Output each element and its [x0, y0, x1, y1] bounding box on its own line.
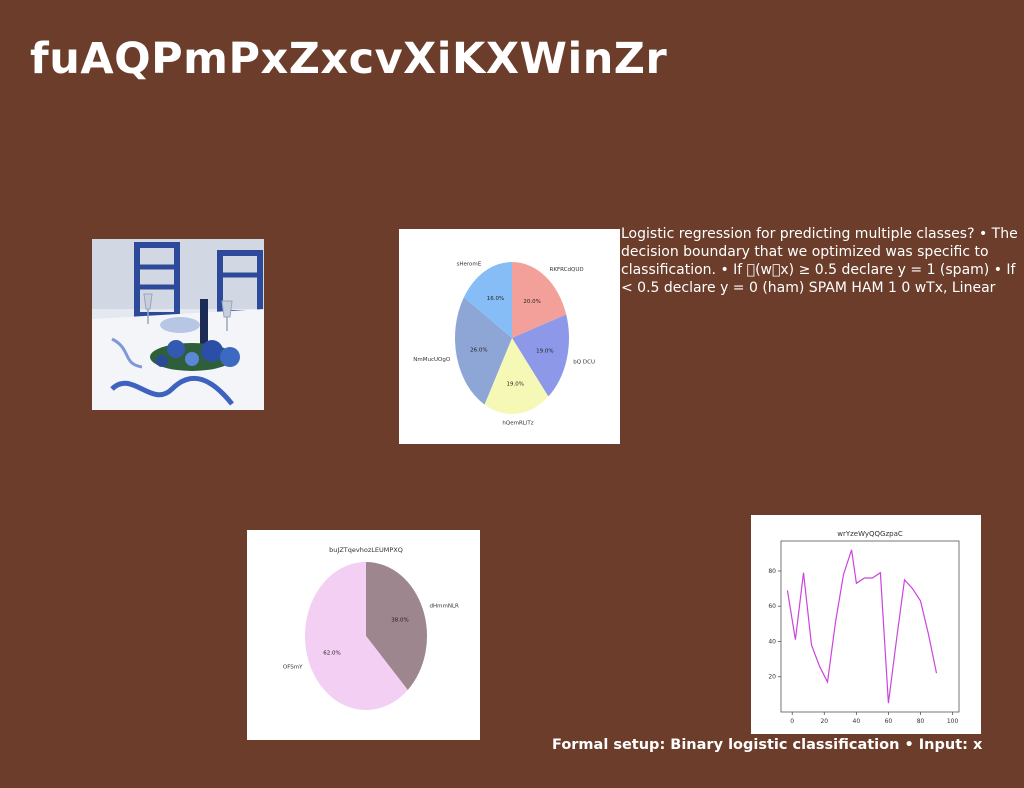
pie-1-pct-label-4: 16.0% [487, 296, 504, 302]
pie-2-slice-1 [305, 562, 408, 710]
x-tick-label-4: 80 [917, 718, 925, 725]
footer-caption: Formal setup: Binary logistic classifica… [552, 737, 983, 753]
pie-1-slice-1 [512, 314, 569, 397]
pie-1-pct-label-1: 19.0% [536, 349, 553, 355]
table-setting-illustration [92, 239, 264, 410]
y-tick-label-3: 80 [768, 568, 776, 575]
pie-1-pct-label-0: 20.0% [523, 299, 540, 305]
pie-1-pct-label-2: 19.0% [506, 381, 523, 387]
line-chart-title: wrYzeWyQQGzpaC [837, 530, 903, 538]
pie-chart-1: 20.0% RKFRCdQUD 19.0% bQ DCU 19.0% hQemRLlTz 2… [399, 229, 620, 444]
pie-2-pct-label-0: 38.0% [391, 618, 408, 624]
x-tick-label-3: 60 [885, 718, 893, 725]
y-tick-label-2: 60 [768, 603, 776, 610]
pie-chart-2-plot: buJZTqevhozLEUMPXQ 38.0% dHmmNLR 62.0% OFSmY [283, 546, 460, 710]
line-chart-plot: wrYzeWyQQGzpaC 0 20 40 60 80 100 20 40 60 80 [768, 530, 960, 725]
page-title: fuAQPmPxZxcvXiKXWinZr [30, 34, 668, 84]
pie-1-slice-3 [455, 297, 512, 405]
pie-1-slice-4 [463, 262, 512, 338]
line-series [786, 549, 938, 704]
pie-2-category-label-0: dHmmNLR [430, 603, 460, 609]
pie-1-category-label-0: RKFRCdQUD [550, 267, 584, 273]
line-chart: wrYzeWyQQGzpaC 0 20 40 60 80 100 20 40 60 80 [751, 515, 981, 734]
pie-chart-2: buJZTqevhozLEUMPXQ 38.0% dHmmNLR 62.0% OFSmY [247, 530, 480, 740]
pie-2-category-label-1: OFSmY [283, 665, 303, 671]
pie-2-title: buJZTqevhozLEUMPXQ [329, 546, 403, 554]
pie-chart-1-plot: 20.0% RKFRCdQUD 19.0% bQ DCU 19.0% hQemRLlTz 2… [413, 261, 595, 427]
pie-1-category-label-2: hQemRLlTz [502, 421, 533, 427]
pie-2-slice-0 [366, 562, 427, 690]
pie-1-slice-2 [484, 338, 549, 414]
pie-1-category-label-3: NmMucUOgO [413, 357, 451, 363]
table-setting-photo [92, 239, 264, 410]
x-tick-label-0: 0 [790, 718, 794, 725]
x-tick-label-2: 40 [853, 718, 861, 725]
body-text: Logistic regression for predicting multi… [621, 226, 1018, 296]
y-tick-label-0: 20 [768, 674, 776, 681]
line-chart-frame [780, 540, 960, 713]
pie-1-category-label-4: sHeromE [457, 261, 482, 267]
x-tick-label-5: 100 [947, 718, 959, 725]
pie-1-pct-label-3: 26.0% [470, 347, 487, 353]
x-tick-label-1: 20 [820, 718, 828, 725]
pie-1-category-label-1: bQ DCU [573, 360, 595, 366]
pie-1-slice-0 [512, 262, 567, 338]
y-tick-label-1: 40 [768, 638, 776, 645]
pie-2-pct-label-1: 62.0% [323, 650, 340, 656]
